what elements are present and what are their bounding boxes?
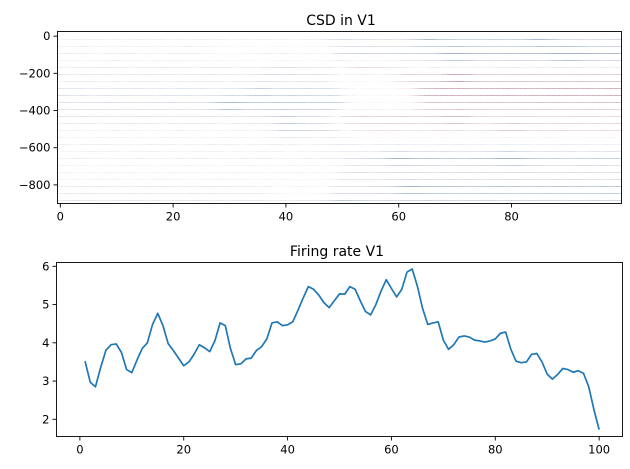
y-tick-label: 2 xyxy=(42,412,49,426)
firing-rate-x-ticks: 0 20 40 60 80 100 xyxy=(76,436,610,457)
y-tick-label: 5 xyxy=(42,298,49,312)
csd-heatmap-x-ticks: 0 20 40 60 80 xyxy=(57,203,519,224)
csd-heatmap-y-ticks: 0 −200 −400 −600 −800 xyxy=(19,29,58,192)
x-tick-label: 20 xyxy=(166,210,181,224)
x-tick-label: 80 xyxy=(488,443,503,457)
firing-rate-y-ticks: 2 3 4 5 6 xyxy=(42,259,57,426)
y-tick-label: −200 xyxy=(19,66,51,80)
firing-rate-frame xyxy=(56,262,623,437)
x-tick-label: 100 xyxy=(588,443,610,457)
csd-heatmap-frame xyxy=(57,31,622,204)
firing-rate-axes: Firing rate V1 0 20 40 60 80 100 2 3 4 5 6 xyxy=(42,244,623,457)
x-tick-label: 20 xyxy=(176,443,191,457)
firing-rate-line xyxy=(84,268,600,430)
y-tick-label: 6 xyxy=(42,259,49,273)
y-tick-label: 3 xyxy=(42,374,49,388)
y-tick-label: −400 xyxy=(19,104,51,118)
csd-heatmap-title: CSD in V1 xyxy=(306,13,376,29)
x-tick-label: 40 xyxy=(279,210,294,224)
y-tick-label: −600 xyxy=(19,141,51,155)
x-tick-label: 60 xyxy=(384,443,399,457)
x-tick-label: 40 xyxy=(280,443,295,457)
x-tick-label: 80 xyxy=(504,210,519,224)
x-tick-label: 60 xyxy=(391,210,406,224)
x-tick-label: 0 xyxy=(76,443,83,457)
csd-heatmap-cells xyxy=(57,39,622,201)
y-tick-label: 0 xyxy=(43,29,50,43)
y-tick-label: 4 xyxy=(42,336,49,350)
y-tick-label: −800 xyxy=(19,178,51,192)
x-tick-label: 0 xyxy=(57,210,64,224)
firing-rate-title: Firing rate V1 xyxy=(290,244,384,260)
csd-heatmap-axes: CSD in V1 0 20 40 60 80 0 −200 −400 −600 −800 xyxy=(19,13,622,224)
